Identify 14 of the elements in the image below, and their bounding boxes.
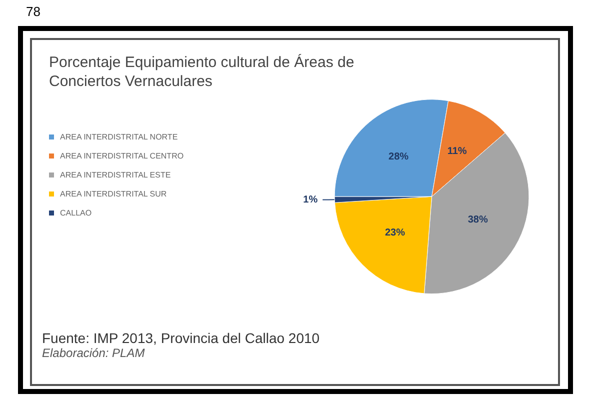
data-label: 38% (468, 214, 488, 226)
data-label: 1% (303, 194, 318, 206)
data-label: 11% (447, 146, 467, 158)
legend-label: AREA INTERDISTRITAL CENTRO (60, 152, 184, 160)
text: 78 (26, 4, 40, 19)
legend-label: AREA INTERDISTRITAL SUR (60, 190, 167, 198)
source-note: Fuente: IMP 2013, Provincia del Callao 2010 (42, 330, 320, 346)
legend-label: AREA INTERDISTRITAL ESTE (60, 170, 171, 180)
chart-title: Porcentaje Equipamiento cultural de Áreas de Conciertos Vernaculares (49, 53, 358, 90)
text: Elaboración: PLAM (42, 346, 146, 360)
legend-label: CALLAO (60, 208, 92, 218)
data-label: 23% (384, 227, 406, 238)
data-label: 28% (388, 152, 409, 163)
legend-label: AREA INTERDISTRITAL NORTE (60, 132, 178, 142)
